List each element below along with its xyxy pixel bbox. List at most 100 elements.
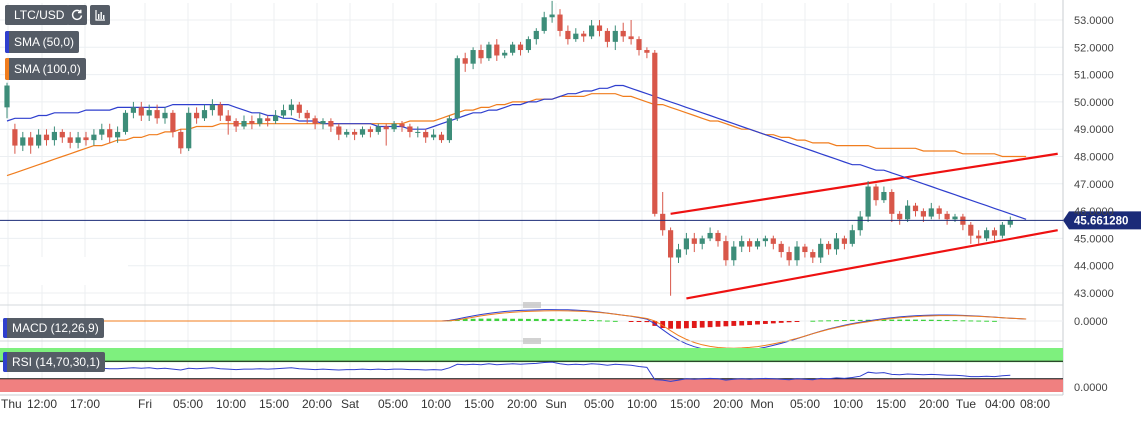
candle-up xyxy=(794,241,800,266)
macd-histogram-bar xyxy=(921,319,926,321)
sma100-tag[interactable]: SMA (100,0) xyxy=(5,58,86,80)
time-tick-label: 12:00 xyxy=(27,397,57,411)
reload-button[interactable] xyxy=(67,5,87,25)
macd-tag[interactable]: MACD (12,26,9) xyxy=(3,318,104,338)
candle-body xyxy=(407,126,413,132)
time-tick-label: 20:00 xyxy=(507,397,537,411)
candle-down xyxy=(43,129,50,146)
candle-body xyxy=(67,137,73,143)
sma50-label: SMA (50,0) xyxy=(14,35,75,49)
trendlines xyxy=(670,152,1058,300)
candle-body xyxy=(928,208,934,217)
macd-histogram-bar xyxy=(968,320,974,322)
candle-body xyxy=(557,14,563,31)
candle-down xyxy=(225,110,231,135)
price-tick-label: 53.0000 xyxy=(1074,15,1114,27)
candle-down xyxy=(936,205,942,220)
candle-body xyxy=(201,110,208,119)
candle-up xyxy=(754,238,761,250)
candle-up xyxy=(502,50,508,59)
macd-histogram-bar xyxy=(541,318,547,321)
rsi-color-bar xyxy=(3,352,7,372)
trendline xyxy=(686,229,1058,300)
candle-body xyxy=(288,104,294,111)
candles xyxy=(4,0,1013,296)
candle-body xyxy=(233,121,239,127)
candle-down xyxy=(810,249,816,263)
candle-down xyxy=(620,22,626,42)
time-tick-label: 10:00 xyxy=(421,397,451,411)
candle-body xyxy=(770,238,776,244)
time-tick-label: 20:00 xyxy=(302,397,332,411)
candle-body xyxy=(762,238,768,242)
candle-up xyxy=(731,241,737,266)
symbol-tag[interactable]: LTC/USD xyxy=(5,5,70,25)
macd-histogram-bar xyxy=(589,320,594,322)
candle-down xyxy=(249,115,255,130)
candle-body xyxy=(130,107,136,113)
candle-body xyxy=(225,115,231,122)
candle-body xyxy=(454,58,460,119)
candle-body xyxy=(75,137,81,143)
candle-up xyxy=(391,121,397,132)
candle-body xyxy=(541,17,547,31)
price-tick-label: 43.0000 xyxy=(1074,288,1114,300)
candle-down xyxy=(604,28,610,48)
candle-down xyxy=(873,183,879,206)
sma50-tag[interactable]: SMA (50,0) xyxy=(5,31,80,53)
macd-histogram-bar xyxy=(676,321,681,329)
time-tick-label: 10:00 xyxy=(833,397,863,411)
candle-down xyxy=(328,118,334,132)
chart-type-button[interactable] xyxy=(90,5,110,25)
time-tick-label: 05:00 xyxy=(584,397,614,411)
candle-down xyxy=(59,129,65,143)
macd-histogram-bar xyxy=(494,318,500,321)
candle-body xyxy=(936,208,942,214)
time-axis: Thu 12:00 17:00 Fri 05:00 10:00 15:00 20:00 Sat 0… xyxy=(1,397,1050,411)
candle-body xyxy=(99,129,105,135)
candle-body xyxy=(446,118,452,141)
candle-body xyxy=(20,137,26,146)
candle-down xyxy=(581,30,587,42)
time-tick-label: 08:00 xyxy=(1020,397,1050,411)
time-tick-label: Mon xyxy=(750,397,773,411)
candle-up xyxy=(881,186,887,203)
candle-body xyxy=(881,191,887,201)
candle-body xyxy=(691,238,697,244)
candle-body xyxy=(241,121,247,127)
candle-down xyxy=(636,36,642,56)
candle-up xyxy=(573,28,579,42)
candle-body xyxy=(581,33,587,37)
candle-up xyxy=(454,55,460,122)
time-tick-label: Fri xyxy=(138,397,152,411)
candle-down xyxy=(265,115,271,127)
macd-histogram-bar xyxy=(510,318,515,321)
candle-body xyxy=(36,134,42,146)
time-tick-label: 10:00 xyxy=(216,397,246,411)
candle-down xyxy=(770,235,776,250)
macd-histogram-bar xyxy=(707,321,713,328)
candle-body xyxy=(304,112,310,119)
macd-histogram-bar xyxy=(826,320,831,322)
macd-histogram-bar xyxy=(794,321,800,322)
candle-up xyxy=(762,235,768,247)
rsi-tag[interactable]: RSI (14,70,30,1) xyxy=(3,352,106,372)
candle-down xyxy=(296,101,302,119)
candle-down xyxy=(644,47,650,59)
macd-histogram-bar xyxy=(905,319,910,321)
candle-body xyxy=(857,216,863,231)
macd-histogram-bar xyxy=(889,319,895,321)
blank-overlay xyxy=(10,257,128,285)
candle-up xyxy=(984,227,990,242)
macd-histogram-bar xyxy=(976,320,982,322)
macd-histogram-bar xyxy=(747,321,752,326)
macd-histogram-bar xyxy=(755,321,760,325)
candle-up xyxy=(739,235,745,253)
macd-histogram-bar xyxy=(605,320,610,322)
candle-down xyxy=(336,123,342,141)
candle-body xyxy=(604,30,610,42)
candle-down xyxy=(312,115,318,130)
candle-body xyxy=(399,123,405,127)
candle-up xyxy=(470,47,476,70)
